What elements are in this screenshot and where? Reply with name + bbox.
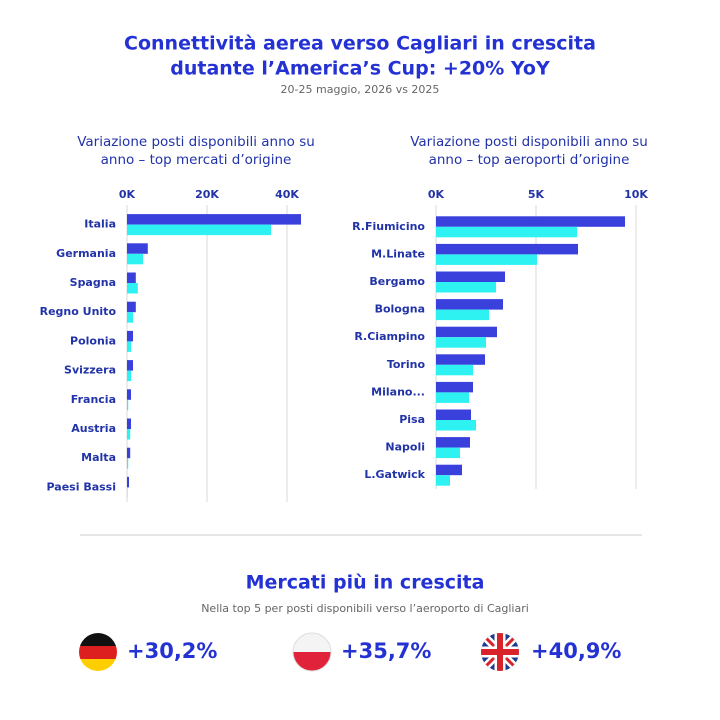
x-tick-label: 40K [275,188,299,201]
highlights-subtitle: Nella top 5 per posti disponibili verso … [201,602,529,615]
y-tick-label: Italia [84,218,116,231]
x-tick-label: 5K [528,188,545,201]
bar [127,330,133,342]
bar [436,309,489,321]
bar [127,370,131,382]
y-tick-label: Malta [81,451,116,464]
y-tick-label: Paesi Bassi [47,480,116,493]
bar [436,464,462,476]
x-tick-label: 20K [195,188,219,201]
y-tick-label: Bologna [375,303,425,316]
bar [436,392,469,403]
y-tick-label: Milano... [371,385,425,398]
bar [436,271,505,282]
bar [127,360,133,371]
y-tick-label: Francia [71,393,116,406]
bar [127,476,129,488]
highlights-title: Mercati più in crescita [246,572,485,594]
y-tick-label: Bergamo [369,275,425,288]
y-tick-label: L.Gatwick [364,468,425,481]
bar [127,399,129,411]
flag-outline [292,632,332,672]
bar [436,409,471,420]
bar [127,283,138,294]
y-tick-label: Regno Unito [40,305,117,318]
y-tick-label: Germania [56,247,116,260]
y-tick-label: Polonia [70,334,116,347]
bar [127,243,148,254]
subtitle: 20-25 maggio, 2026 vs 2025 [281,83,440,96]
bar [436,475,450,486]
x-tick-label: 0K [428,188,445,201]
y-tick-label: R.Ciampino [354,330,425,343]
chart-title: Variazione posti disponibili anno su [77,134,315,150]
highlight-value: +30,2% [127,639,217,663]
bar [436,299,503,310]
y-tick-label: Austria [71,422,116,435]
bar [436,447,460,459]
bar [127,429,131,440]
y-tick-label: Torino [387,358,426,371]
y-tick-label: Spagna [70,276,116,289]
x-tick-label: 10K [624,188,648,201]
y-tick-label: Napoli [385,441,425,454]
bar [127,447,131,459]
bar [436,354,485,365]
y-tick-label: M.Linate [371,247,425,260]
x-tick-label: 0K [119,188,136,201]
y-tick-label: Pisa [399,413,425,426]
bar [127,301,136,313]
charts: Variazione posti disponibili anno su anno… [40,134,648,502]
bar [127,458,129,469]
bar [127,224,271,236]
bar [436,282,496,293]
bar [436,364,473,376]
bar [127,272,136,283]
chart-title: anno – top aeroporti d’origine [429,152,630,168]
bar [436,437,470,448]
bar [127,341,131,352]
flag-uk [481,633,519,671]
highlight-value: +35,7% [341,639,431,663]
highlight-value: +40,9% [531,639,621,663]
bar [436,420,476,431]
bar [127,214,301,225]
title-line: dutante l’America’s Cup: +20% YoY [170,58,550,80]
y-tick-label: Svizzera [64,364,116,377]
bar [127,253,143,265]
chart-title: Variazione posti disponibili anno su [410,134,648,150]
bar [127,389,131,400]
bar [127,312,133,323]
bar [436,243,578,255]
bar [127,418,131,429]
bar [436,337,486,348]
flag-poland [293,633,331,671]
flag-germany [79,633,117,671]
bar [436,254,537,265]
y-tick-label: R.Fiumicino [352,220,425,233]
bar [436,226,577,238]
bar [436,216,625,227]
chart-title: anno – top mercati d’origine [101,152,292,168]
title-line: Connettività aerea verso Cagliari in cre… [124,33,596,55]
bar [436,381,473,393]
bar [436,326,497,338]
